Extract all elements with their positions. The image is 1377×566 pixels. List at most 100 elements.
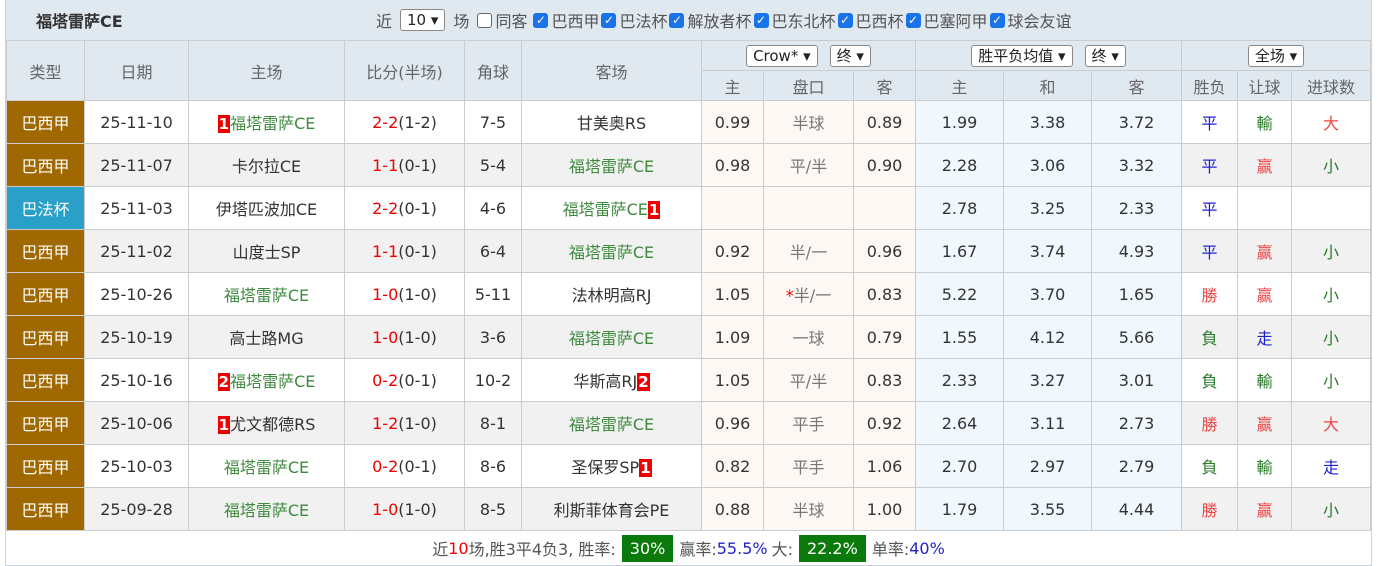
away-team: 福塔雷萨CE bbox=[521, 143, 702, 187]
col-goals-result: 进球数 bbox=[1291, 70, 1371, 101]
league-type[interactable]: 巴西甲 bbox=[6, 444, 85, 488]
ah-home-odds: 0.96 bbox=[701, 401, 764, 445]
eu-home-odds: 2.28 bbox=[915, 143, 1005, 187]
score[interactable]: 1-1(0-1) bbox=[344, 229, 465, 273]
league-type[interactable]: 巴西甲 bbox=[6, 143, 85, 187]
team-name[interactable]: 圣保罗SP bbox=[571, 458, 640, 477]
avg-select[interactable]: 胜平负均值 ▾ bbox=[971, 45, 1073, 67]
half-score: (0-1) bbox=[398, 241, 437, 261]
away-team: 福塔雷萨CE bbox=[521, 229, 702, 273]
company-select[interactable]: Crow* ▾ bbox=[746, 45, 818, 67]
team-name[interactable]: 福塔雷萨CE bbox=[223, 286, 310, 305]
corners: 8-6 bbox=[464, 444, 522, 488]
final-select-1[interactable]: 终 ▾ bbox=[829, 45, 871, 67]
handicap-result: 輸 bbox=[1237, 444, 1293, 488]
final-select-2[interactable]: 终 ▾ bbox=[1084, 45, 1126, 67]
league-checkbox[interactable]: ✓ bbox=[989, 12, 1005, 28]
half-score: (0-1) bbox=[398, 370, 437, 390]
goals-result: 大 bbox=[1291, 401, 1371, 445]
team-name[interactable]: 利斯菲体育会PE bbox=[553, 501, 670, 520]
away-team: 利斯菲体育会PE bbox=[521, 487, 702, 531]
half-score: (0-1) bbox=[398, 155, 437, 175]
team-name[interactable]: 福塔雷萨CE bbox=[223, 458, 310, 477]
handicap-result: 赢 bbox=[1237, 229, 1293, 273]
home-team: 1尤文都德RS bbox=[188, 401, 345, 445]
ah-line: 半球 bbox=[763, 100, 854, 144]
home-team: 2福塔雷萨CE bbox=[188, 358, 345, 402]
handicap-result: 輸 bbox=[1237, 100, 1293, 144]
score[interactable]: 1-0(1-0) bbox=[344, 315, 465, 359]
team-name[interactable]: 卡尔拉CE bbox=[231, 157, 302, 176]
ah-home-odds: 0.99 bbox=[701, 100, 764, 144]
corners: 4-6 bbox=[464, 186, 522, 230]
same-checkbox[interactable] bbox=[477, 12, 493, 28]
team-name[interactable]: 华斯高RJ bbox=[573, 372, 638, 391]
team-name[interactable]: 福塔雷萨CE bbox=[562, 200, 648, 219]
team-name[interactable]: 伊塔匹波加CE bbox=[215, 200, 318, 219]
home-team: 福塔雷萨CE bbox=[188, 444, 345, 488]
match-date: 25-10-19 bbox=[84, 315, 189, 359]
team-name[interactable]: 高士路MG bbox=[229, 329, 304, 348]
score[interactable]: 0-2(0-1) bbox=[344, 358, 465, 402]
team-name[interactable]: 福塔雷萨CE bbox=[230, 372, 316, 391]
eu-draw-odds: 2.97 bbox=[1003, 444, 1093, 488]
home-team: 1福塔雷萨CE bbox=[188, 100, 345, 144]
league-type[interactable]: 巴西甲 bbox=[6, 229, 85, 273]
league-type[interactable]: 巴西甲 bbox=[6, 401, 85, 445]
league-type[interactable]: 巴西甲 bbox=[6, 272, 85, 316]
match-date: 25-10-06 bbox=[84, 401, 189, 445]
col-eu-draw: 和 bbox=[1003, 70, 1093, 101]
col-ah-home: 主 bbox=[701, 70, 764, 101]
eu-home-odds: 2.78 bbox=[915, 186, 1005, 230]
ah-away-odds: 0.89 bbox=[852, 100, 917, 144]
score[interactable]: 2-2(0-1) bbox=[344, 186, 465, 230]
score[interactable]: 1-0(1-0) bbox=[344, 272, 465, 316]
ah-line: 平/半 bbox=[763, 143, 854, 187]
team-name[interactable]: 法林明高RJ bbox=[571, 286, 652, 305]
col-date: 日期 bbox=[84, 40, 189, 101]
team-name[interactable]: 福塔雷萨CE bbox=[568, 243, 655, 262]
score[interactable]: 1-1(0-1) bbox=[344, 143, 465, 187]
eu-away-odds: 2.33 bbox=[1091, 186, 1183, 230]
league-type[interactable]: 巴法杯 bbox=[6, 186, 85, 230]
ah-away-odds: 1.00 bbox=[852, 487, 917, 531]
league-type[interactable]: 巴西甲 bbox=[6, 100, 85, 144]
league-checkbox[interactable]: ✓ bbox=[601, 12, 617, 28]
count-select[interactable]: 10 ▾ bbox=[400, 9, 446, 31]
half-score: (1-0) bbox=[398, 413, 437, 433]
team-name[interactable]: 福塔雷萨CE bbox=[568, 329, 655, 348]
col-ah-line: 盘口 bbox=[763, 70, 854, 101]
home-team: 山度士SP bbox=[188, 229, 345, 273]
team-name[interactable]: 尤文都德RS bbox=[230, 415, 316, 434]
team-name[interactable]: 福塔雷萨CE bbox=[230, 114, 316, 133]
league-type[interactable]: 巴西甲 bbox=[6, 487, 85, 531]
league-checkbox[interactable]: ✓ bbox=[837, 12, 853, 28]
league-checkbox[interactable]: ✓ bbox=[669, 12, 685, 28]
scope-select[interactable]: 全场 ▾ bbox=[1247, 45, 1305, 67]
score[interactable]: 1-0(1-0) bbox=[344, 487, 465, 531]
team-name[interactable]: 山度士SP bbox=[232, 243, 301, 262]
match-date: 25-11-03 bbox=[84, 186, 189, 230]
handicap-result: 輸 bbox=[1237, 358, 1293, 402]
team-name[interactable]: 福塔雷萨CE bbox=[568, 415, 655, 434]
eu-away-odds: 2.73 bbox=[1091, 401, 1183, 445]
score[interactable]: 1-2(1-0) bbox=[344, 401, 465, 445]
full-score: 0-2 bbox=[372, 370, 399, 390]
league-type[interactable]: 巴西甲 bbox=[6, 358, 85, 402]
goals-result: 小 bbox=[1291, 229, 1371, 273]
score[interactable]: 0-2(0-1) bbox=[344, 444, 465, 488]
team-name[interactable]: 福塔雷萨CE bbox=[223, 501, 310, 520]
league-checkbox[interactable]: ✓ bbox=[533, 12, 549, 28]
corners: 8-5 bbox=[464, 487, 522, 531]
handicap-result: 赢 bbox=[1237, 487, 1293, 531]
score[interactable]: 2-2(1-2) bbox=[344, 100, 465, 144]
team-name[interactable]: 甘美奥RS bbox=[576, 114, 647, 133]
league-checkbox[interactable]: ✓ bbox=[905, 12, 921, 28]
team-name[interactable]: 福塔雷萨CE bbox=[568, 157, 655, 176]
eu-away-odds: 2.79 bbox=[1091, 444, 1183, 488]
league-checkbox[interactable]: ✓ bbox=[753, 12, 769, 28]
result: 負 bbox=[1181, 315, 1239, 359]
league-type[interactable]: 巴西甲 bbox=[6, 315, 85, 359]
home-team: 伊塔匹波加CE bbox=[188, 186, 345, 230]
ah-line: 一球 bbox=[763, 315, 854, 359]
